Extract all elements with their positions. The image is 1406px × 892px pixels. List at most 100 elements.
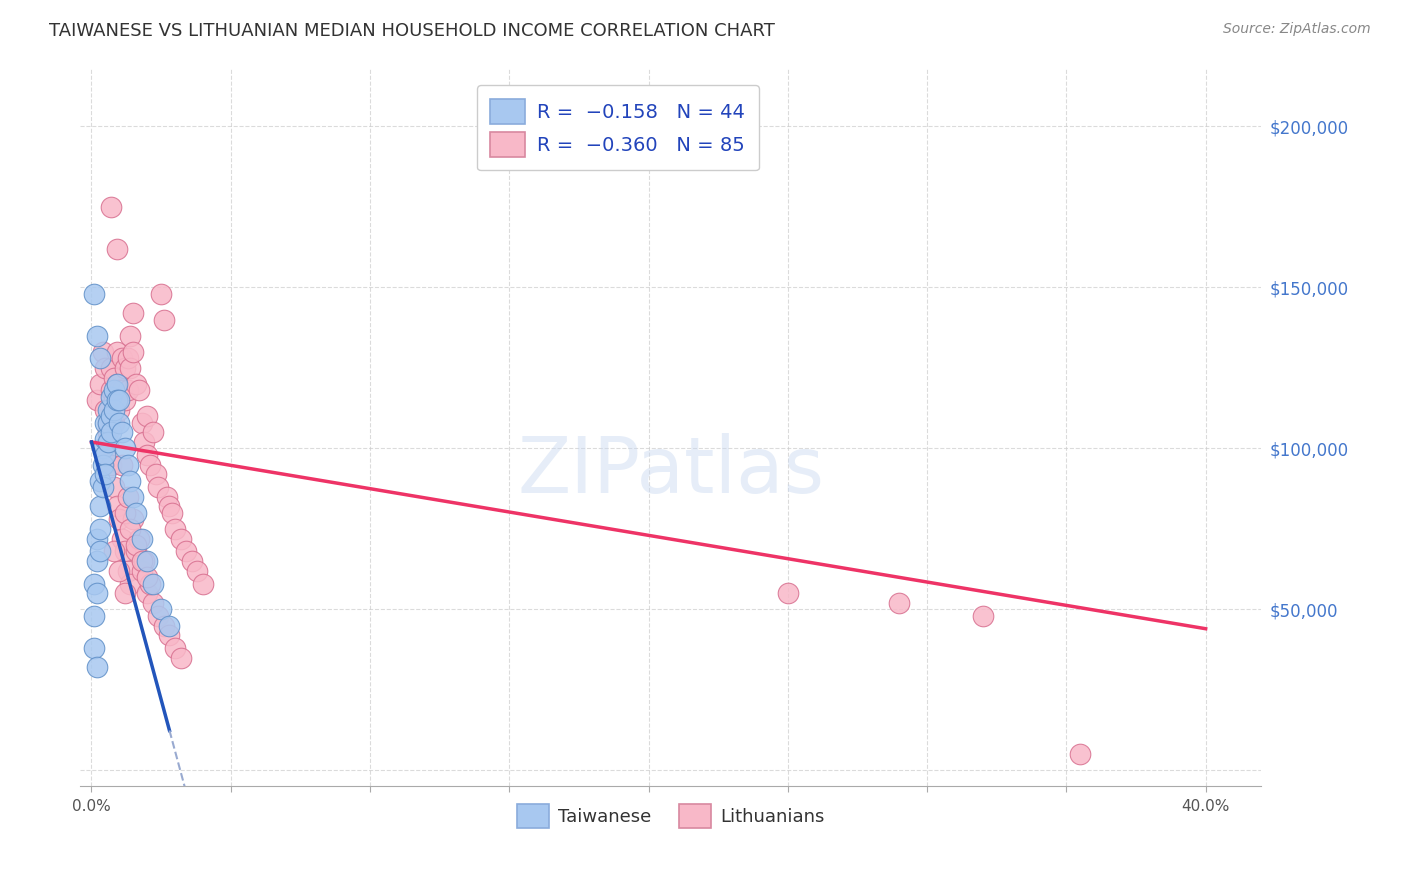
Point — [114, 586, 136, 600]
Point — [86, 660, 108, 674]
Point — [136, 409, 159, 424]
Point — [97, 425, 120, 440]
Point — [86, 393, 108, 408]
Point — [89, 544, 111, 558]
Point — [114, 544, 136, 558]
Point — [111, 458, 134, 472]
Point — [148, 608, 170, 623]
Point — [117, 490, 139, 504]
Text: Source: ZipAtlas.com: Source: ZipAtlas.com — [1223, 22, 1371, 37]
Point — [150, 602, 173, 616]
Point — [91, 442, 114, 456]
Point — [83, 286, 105, 301]
Point — [103, 544, 125, 558]
Point — [120, 522, 142, 536]
Point — [131, 532, 153, 546]
Point — [131, 564, 153, 578]
Point — [108, 512, 131, 526]
Point — [100, 425, 122, 440]
Point — [91, 480, 114, 494]
Point — [105, 344, 128, 359]
Point — [114, 393, 136, 408]
Point — [128, 384, 150, 398]
Point — [114, 360, 136, 375]
Legend: Taiwanese, Lithuanians: Taiwanese, Lithuanians — [510, 797, 832, 835]
Point — [125, 538, 148, 552]
Point — [163, 641, 186, 656]
Point — [100, 384, 122, 398]
Point — [100, 200, 122, 214]
Point — [89, 500, 111, 514]
Point — [972, 608, 994, 623]
Point — [139, 458, 162, 472]
Point — [136, 554, 159, 568]
Point — [94, 432, 117, 446]
Point — [142, 425, 165, 440]
Point — [122, 344, 145, 359]
Point — [86, 532, 108, 546]
Point — [89, 474, 111, 488]
Point — [131, 416, 153, 430]
Point — [125, 506, 148, 520]
Point — [100, 409, 122, 424]
Point — [108, 384, 131, 398]
Point — [86, 586, 108, 600]
Point — [114, 442, 136, 456]
Point — [122, 490, 145, 504]
Point — [108, 393, 131, 408]
Point — [136, 448, 159, 462]
Point — [169, 532, 191, 546]
Point — [174, 544, 197, 558]
Point — [142, 576, 165, 591]
Point — [117, 351, 139, 366]
Point — [125, 377, 148, 392]
Point — [105, 377, 128, 392]
Point — [94, 467, 117, 482]
Point — [94, 360, 117, 375]
Point — [105, 377, 128, 392]
Point — [776, 586, 799, 600]
Point — [86, 328, 108, 343]
Point — [163, 522, 186, 536]
Point — [145, 467, 167, 482]
Point — [91, 344, 114, 359]
Point — [111, 425, 134, 440]
Point — [105, 500, 128, 514]
Point — [111, 351, 134, 366]
Point — [100, 458, 122, 472]
Point — [120, 576, 142, 591]
Point — [125, 544, 148, 558]
Point — [1069, 747, 1091, 762]
Point — [122, 306, 145, 320]
Point — [103, 370, 125, 384]
Point — [103, 480, 125, 494]
Point — [108, 402, 131, 417]
Point — [120, 360, 142, 375]
Point — [94, 448, 117, 462]
Point — [91, 458, 114, 472]
Point — [103, 384, 125, 398]
Point — [105, 393, 128, 408]
Point — [89, 377, 111, 392]
Point — [117, 564, 139, 578]
Point — [94, 448, 117, 462]
Point — [142, 596, 165, 610]
Point — [100, 360, 122, 375]
Point — [97, 402, 120, 417]
Point — [120, 474, 142, 488]
Point — [83, 576, 105, 591]
Point — [156, 490, 179, 504]
Point — [103, 402, 125, 417]
Point — [186, 564, 208, 578]
Point — [97, 435, 120, 450]
Text: TAIWANESE VS LITHUANIAN MEDIAN HOUSEHOLD INCOME CORRELATION CHART: TAIWANESE VS LITHUANIAN MEDIAN HOUSEHOLD… — [49, 22, 775, 40]
Point — [120, 328, 142, 343]
Point — [128, 532, 150, 546]
Point — [191, 576, 214, 591]
Point — [108, 416, 131, 430]
Point — [131, 554, 153, 568]
Point — [103, 393, 125, 408]
Point — [97, 416, 120, 430]
Point — [159, 618, 181, 632]
Point — [89, 351, 111, 366]
